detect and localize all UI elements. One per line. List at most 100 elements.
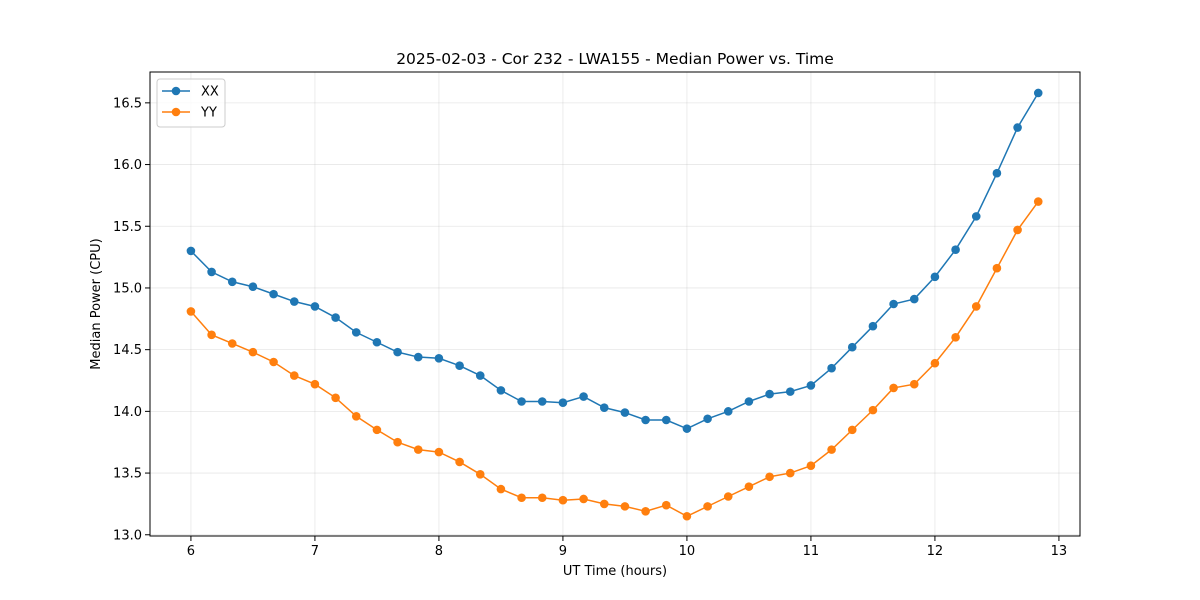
y-tick-label: 15.5 bbox=[113, 220, 142, 235]
data-point-xx bbox=[1033, 88, 1043, 98]
data-point-yy bbox=[620, 502, 630, 511]
data-point-xx bbox=[496, 386, 506, 395]
series-line-xx bbox=[190, 92, 1039, 430]
data-point-yy bbox=[682, 511, 692, 521]
data-point-xx bbox=[930, 272, 940, 282]
data-point-xx bbox=[248, 282, 258, 292]
data-point-yy bbox=[455, 457, 464, 467]
data-point-yy bbox=[496, 484, 506, 494]
data-point-xx bbox=[765, 389, 774, 399]
data-point-yy bbox=[661, 500, 671, 510]
y-tick-label: 13.0 bbox=[113, 528, 142, 543]
data-point-yy bbox=[434, 447, 444, 457]
data-point-xx bbox=[744, 397, 754, 406]
series-line-yy bbox=[190, 201, 1039, 518]
data-point-xx bbox=[186, 246, 196, 256]
x-tick-label: 12 bbox=[927, 544, 944, 559]
legend-label-xx: XX bbox=[201, 85, 219, 100]
legend-marker-xx bbox=[171, 86, 181, 96]
data-point-yy bbox=[537, 493, 547, 503]
x-tick-label: 10 bbox=[679, 544, 696, 559]
y-tick-label: 15.0 bbox=[113, 281, 142, 296]
data-point-xx bbox=[682, 424, 692, 433]
x-tick-label: 13 bbox=[1051, 544, 1068, 559]
data-point-yy bbox=[992, 263, 1002, 273]
data-point-yy bbox=[331, 393, 340, 403]
data-point-yy bbox=[517, 493, 526, 503]
data-point-xx bbox=[806, 381, 816, 390]
x-axis-label: UT Time (hours) bbox=[563, 564, 667, 579]
data-point-yy bbox=[599, 499, 609, 509]
data-point-yy bbox=[248, 347, 258, 357]
data-point-xx bbox=[434, 353, 444, 363]
data-point-yy bbox=[393, 437, 402, 447]
data-point-yy bbox=[579, 494, 588, 504]
data-point-xx bbox=[517, 397, 526, 406]
data-point-yy bbox=[868, 405, 878, 415]
data-point-yy bbox=[806, 461, 816, 470]
data-point-xx bbox=[475, 371, 485, 380]
data-point-xx bbox=[827, 363, 836, 373]
data-point-yy bbox=[765, 472, 774, 482]
data-point-xx bbox=[579, 392, 588, 401]
legend-label-yy: YY bbox=[200, 106, 217, 121]
data-point-xx bbox=[269, 289, 278, 299]
x-tick-label: 8 bbox=[435, 544, 443, 559]
y-tick-label: 16.5 bbox=[113, 96, 142, 111]
data-point-xx bbox=[889, 299, 898, 309]
data-point-yy bbox=[1013, 225, 1022, 235]
data-point-yy bbox=[558, 495, 568, 505]
data-point-xx bbox=[661, 415, 671, 425]
data-point-xx bbox=[455, 361, 464, 371]
data-point-xx bbox=[847, 342, 857, 352]
grid-lines bbox=[150, 72, 1080, 536]
data-point-xx bbox=[351, 328, 361, 337]
data-point-xx bbox=[372, 337, 382, 347]
chart-title: 2025-02-03 - Cor 232 - LWA155 - Median P… bbox=[396, 50, 834, 68]
data-point-yy bbox=[744, 482, 754, 491]
data-point-xx bbox=[703, 414, 712, 424]
data-point-xx bbox=[992, 168, 1002, 178]
data-point-xx bbox=[599, 403, 609, 412]
data-point-yy bbox=[971, 302, 981, 311]
data-point-xx bbox=[393, 347, 402, 357]
series-layer bbox=[186, 88, 1043, 521]
series-xx bbox=[186, 88, 1043, 433]
data-point-yy bbox=[475, 469, 485, 479]
data-point-xx bbox=[868, 321, 878, 331]
data-point-xx bbox=[641, 415, 650, 425]
y-tick-label: 14.5 bbox=[113, 343, 142, 358]
y-tick-label: 16.0 bbox=[113, 158, 142, 173]
data-point-yy bbox=[372, 425, 382, 435]
plot-frame bbox=[149, 71, 1081, 537]
data-point-yy bbox=[723, 492, 733, 501]
legend: XX YY bbox=[156, 78, 226, 128]
data-point-xx bbox=[227, 277, 237, 287]
x-tick-label: 6 bbox=[187, 544, 195, 559]
data-point-yy bbox=[641, 507, 650, 516]
y-tick-label: 14.0 bbox=[113, 405, 142, 420]
data-point-xx bbox=[785, 387, 795, 396]
data-point-yy bbox=[785, 468, 795, 478]
data-point-yy bbox=[227, 339, 237, 348]
data-point-xx bbox=[207, 267, 216, 277]
data-point-xx bbox=[537, 397, 547, 406]
data-point-xx bbox=[723, 407, 733, 416]
data-point-xx bbox=[310, 302, 320, 311]
series-yy bbox=[186, 197, 1043, 521]
data-point-yy bbox=[703, 502, 712, 511]
data-point-yy bbox=[310, 379, 320, 389]
data-point-yy bbox=[951, 333, 960, 342]
data-point-xx bbox=[971, 212, 981, 221]
data-point-xx bbox=[331, 313, 340, 322]
data-point-yy bbox=[351, 411, 361, 421]
y-axis-label: Median Power (CPU) bbox=[89, 238, 104, 369]
data-point-xx bbox=[951, 245, 960, 255]
data-point-xx bbox=[289, 297, 299, 306]
data-point-yy bbox=[1033, 197, 1043, 206]
data-point-xx bbox=[413, 352, 423, 362]
legend-marker-yy bbox=[171, 107, 181, 117]
x-tick-label: 11 bbox=[803, 544, 820, 559]
data-point-yy bbox=[847, 425, 857, 435]
